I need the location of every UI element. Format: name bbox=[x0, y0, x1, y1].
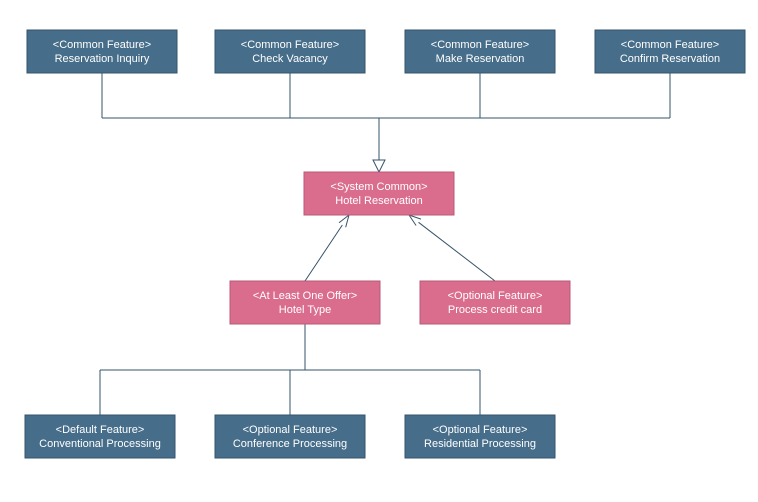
node-stereotype: <Optional Feature> bbox=[448, 290, 543, 302]
generalization-arrowhead bbox=[373, 160, 385, 172]
node-n2: <Common Feature> Check Vacancy bbox=[215, 30, 365, 73]
node-label: Conference Processing bbox=[233, 438, 347, 450]
node-stereotype: <Common Feature> bbox=[53, 39, 151, 51]
node-stereotype: <Optional Feature> bbox=[433, 424, 528, 436]
node-n1: <Common Feature> Reservation Inquiry bbox=[27, 30, 177, 73]
node-label: Process credit card bbox=[448, 304, 542, 316]
node-n8: <Default Feature> Conventional Processing bbox=[25, 415, 175, 458]
node-stereotype: <System Common> bbox=[330, 181, 427, 193]
node-label: Conventional Processing bbox=[39, 438, 161, 450]
node-label: Reservation Inquiry bbox=[55, 53, 150, 65]
node-label: Residential Processing bbox=[424, 438, 536, 450]
node-label: Hotel Type bbox=[279, 304, 331, 316]
edges bbox=[100, 73, 670, 458]
node-stereotype: <Default Feature> bbox=[56, 424, 145, 436]
node-label: Confirm Reservation bbox=[620, 53, 720, 65]
node-label: Hotel Reservation bbox=[335, 195, 422, 207]
node-stereotype: <Optional Feature> bbox=[243, 424, 338, 436]
feature-diagram: <Common Feature>Reservation Inquiry<Comm… bbox=[0, 0, 758, 502]
node-n10: <Optional Feature> Residential Processing bbox=[405, 415, 555, 458]
node-stereotype: <At Least One Offer> bbox=[253, 290, 357, 302]
nodes: <Common Feature>Reservation Inquiry<Comm… bbox=[25, 30, 745, 458]
node-stereotype: <Common Feature> bbox=[241, 39, 339, 51]
node-n4: <Common Feature> Confirm Reservation bbox=[595, 30, 745, 73]
node-n6: <At Least One Offer> Hotel Type bbox=[230, 281, 380, 324]
node-n5: <System Common> Hotel Reservation bbox=[304, 172, 454, 215]
node-stereotype: <Common Feature> bbox=[431, 39, 529, 51]
node-n9: <Optional Feature> Conference Processing bbox=[215, 415, 365, 458]
node-label: Make Reservation bbox=[436, 53, 525, 65]
node-label: Check Vacancy bbox=[252, 53, 328, 65]
node-n7: <Optional Feature> Process credit card bbox=[420, 281, 570, 324]
node-n3: <Common Feature> Make Reservation bbox=[405, 30, 555, 73]
node-stereotype: <Common Feature> bbox=[621, 39, 719, 51]
